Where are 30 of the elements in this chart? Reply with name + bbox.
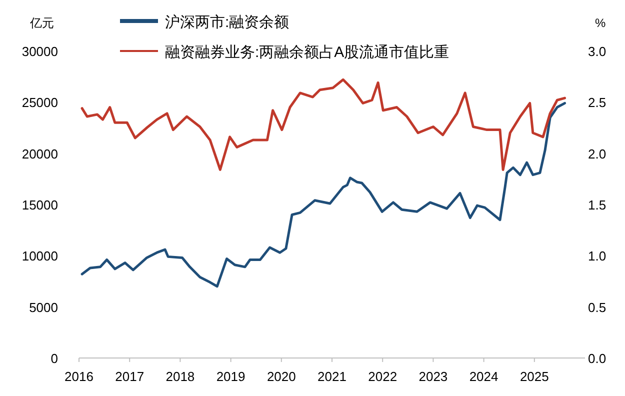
x-tick-label: 2018 — [166, 369, 195, 384]
y-axis-title: 亿元 — [29, 16, 54, 30]
y2-tick-label: 1.0 — [588, 248, 606, 264]
x-tick-label: 2016 — [64, 369, 94, 384]
x-tick-label: 2017 — [115, 369, 144, 384]
x-tick-label: 2019 — [216, 369, 246, 384]
y-tick-label: 0 — [50, 351, 58, 366]
y-tick-label: 25000 — [22, 95, 58, 110]
line-series — [80, 102, 566, 288]
line-series — [80, 78, 566, 171]
x-tick-label: 2023 — [418, 369, 448, 384]
y2-tick-label: 1.5 — [588, 198, 606, 212]
legend-label: 沪深两市:融资余额 — [165, 14, 290, 31]
x-tick-label: 2024 — [469, 369, 498, 384]
x-tick-label: 2021 — [318, 369, 346, 384]
x-tick-label: 2022 — [368, 369, 398, 384]
legend-label: 融资融券业务:两融余额占A股流通市值比重 — [165, 44, 450, 61]
y-tick-label: 10000 — [22, 248, 58, 264]
y-tick-label: 15000 — [22, 198, 58, 212]
y2-tick-label: 2.0 — [588, 146, 606, 162]
x-tick-label: 2020 — [266, 369, 296, 384]
y-tick-label: 30000 — [22, 44, 58, 59]
y2-tick-label: 3.0 — [588, 44, 606, 59]
y2-tick-label: 0.0 — [588, 351, 606, 366]
y2-axis-title: % — [595, 16, 606, 30]
y2-tick-label: 0.5 — [588, 300, 606, 315]
y-tick-label: 20000 — [22, 146, 58, 162]
y-tick-label: 5000 — [29, 300, 58, 315]
x-tick-label: 2025 — [520, 369, 549, 384]
y2-tick-label: 2.5 — [588, 95, 606, 110]
